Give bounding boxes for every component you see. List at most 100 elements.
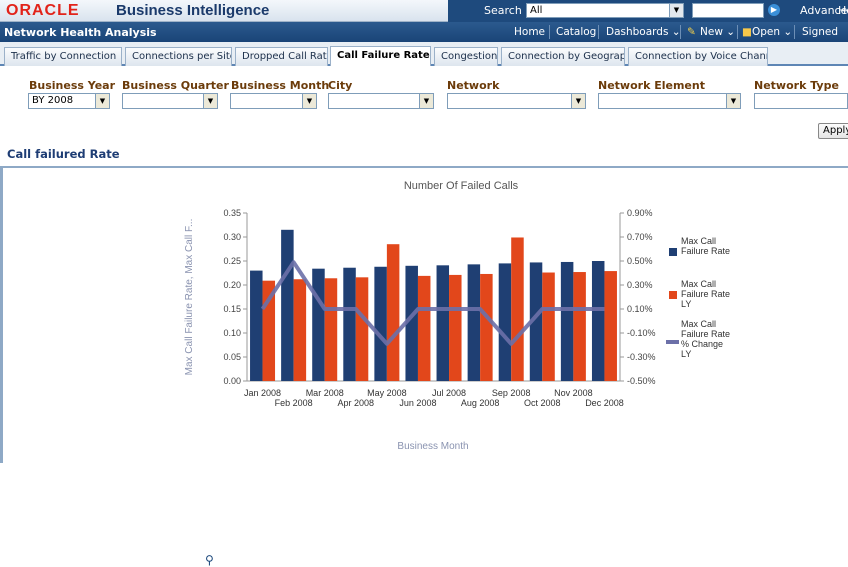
apply-button[interactable]: Apply [818,123,848,139]
bar-max-call-failure-rate-ly [355,277,369,381]
bar-max-call-failure-rate [560,261,574,381]
tab-dropped-call-rate[interactable]: Dropped Call Rate [235,47,328,66]
bar-max-call-failure-rate [312,268,325,381]
bar-max-call-failure-rate-ly [604,271,617,381]
bar-max-call-failure-rate-ly [386,244,400,381]
y-tick-label: 0.30 [223,232,241,242]
nav-catalog[interactable]: Catalog [556,26,597,38]
search-input[interactable] [692,3,764,18]
y2-tick-label: 0.10% [627,304,653,314]
bar-max-call-failure-rate-ly [573,272,586,381]
y-tick-label: 0.05 [223,352,241,362]
new-icon: ✎ [687,26,696,38]
x-tick-label: Nov 2008 [554,388,593,398]
business-quarter-select[interactable]: ▼ [122,93,218,109]
search-label: Search [484,4,522,17]
network-label: Network [447,79,500,92]
bar-max-call-failure-rate-ly [480,273,493,381]
legend-label-2: Max Call Failure Rate% Change LY [681,319,730,359]
tab-connection-by-voice-channel[interactable]: Connection by Voice Channel [628,47,768,66]
network-element-select[interactable]: ▼ [598,93,741,109]
business-month-select[interactable]: ▼ [230,93,317,109]
business-year-select[interactable]: BY 2008 ▼ [28,93,110,109]
top-bar: ORACLE Business Intelligence Search All ▼… [0,0,848,30]
dashboard-tabs: Traffic by Connection Connections per Si… [0,42,848,67]
network-type-select[interactable] [754,93,848,109]
legend-label-0: Max Call Failure Rate [681,236,730,256]
y2-tick-label: -0.50% [627,376,656,386]
nav-home[interactable]: Home [514,26,546,38]
chevron-down-icon: ▼ [726,94,740,108]
nav-new[interactable]: New ⌄ [700,26,736,38]
product-name: Business Intelligence [116,2,270,19]
nav-divider [737,25,738,39]
bar-max-call-failure-rate-ly [511,237,524,381]
bar-max-call-failure-rate [343,267,356,381]
advanced-search-link[interactable]: Advanced [800,4,848,17]
bar-max-call-failure-rate-ly [542,272,555,381]
y2-tick-label: -0.30% [627,352,656,362]
business-year-label: Business Year [29,79,116,92]
x-tick-label: Aug 2008 [461,398,500,408]
x-tick-label: May 2008 [367,388,407,398]
dashboard-header: Network Health Analysis Home Catalog Das… [0,22,848,42]
legend-swatch-max-call-failure-rate-ly [669,291,677,299]
y2-tick-label: 0.90% [627,208,653,218]
legend-swatch-max-call-failure-rate [669,248,677,256]
chevron-down-icon: ▼ [95,94,109,108]
search-scope-select[interactable]: All ▼ [526,3,684,18]
tab-traffic-by-connection[interactable]: Traffic by Connection [4,47,122,66]
tab-congestion[interactable]: Congestion [434,47,498,66]
y-tick-label: 0.10 [223,328,241,338]
nav-divider [794,25,795,39]
y-tick-label: 0.25 [223,256,241,266]
tab-connections-per-site[interactable]: Connections per Site [125,47,232,66]
section-title: Call failured Rate [7,147,120,161]
y-axis-label: Max Call Failure Rate, Max Call F... [184,219,195,376]
nav-divider [598,25,599,39]
legend-label-1: Max Call Failure Rate LY [681,279,730,309]
business-quarter-label: Business Quarter [122,79,229,92]
network-element-label: Network Element [598,79,705,92]
nav-divider [680,25,681,39]
y2-tick-label: -0.10% [627,328,656,338]
zoom-icon[interactable]: ⚲ [205,553,214,567]
bar-max-call-failure-rate [250,270,263,381]
x-tick-label: Jun 2008 [399,398,436,408]
chart-canvas: Number Of Failed Calls 0.00 0.05 0.10 0.15 0.… [184,180,730,452]
chevron-down-icon: ▼ [571,94,585,108]
bar-max-call-failure-rate [281,229,294,381]
chevron-down-icon: ▼ [669,4,683,17]
chevron-down-icon: ▼ [302,94,316,108]
y-tick-label: 0.15 [223,304,241,314]
bar-max-call-failure-rate [467,264,481,381]
business-month-label: Business Month [231,79,330,92]
y-tick-label: 0.35 [223,208,241,218]
tab-connection-by-geography[interactable]: Connection by Geography [501,47,625,66]
bar-max-call-failure-rate-ly [293,279,307,381]
city-select[interactable]: ▼ [328,93,434,109]
network-type-label: Network Type [754,79,839,92]
nav-dashboards[interactable]: Dashboards ⌄ [606,26,681,38]
nav-open[interactable]: Open ⌄ [752,26,793,38]
network-select[interactable]: ▼ [447,93,586,109]
oracle-logo: ORACLE [6,2,80,19]
line-max-call-failure-rate-pct-change-ly [260,260,605,346]
x-tick-label: Feb 2008 [275,398,313,408]
nav-signed[interactable]: Signed [802,26,839,38]
section-left-border [0,168,3,463]
bar-max-call-failure-rate [374,266,387,381]
y-tick-label: 0.20 [223,280,241,290]
bar-max-call-failure-rate [529,262,543,381]
search-go-icon[interactable]: ▶ [768,4,780,16]
bar-max-call-failure-rate [591,261,605,381]
x-tick-label: Jul 2008 [432,388,466,398]
chart-title: Number Of Failed Calls [404,180,519,192]
x-tick-label: Jan 2008 [244,388,281,398]
x-axis-label: Business Month [397,441,468,452]
y2-tick-label: 0.30% [627,280,653,290]
business-year-value: BY 2008 [32,95,74,106]
tab-call-failure-rate[interactable]: Call Failure Rate [330,46,431,67]
y-tick-label: 0.00 [223,376,241,386]
x-tick-label: Apr 2008 [338,398,375,408]
